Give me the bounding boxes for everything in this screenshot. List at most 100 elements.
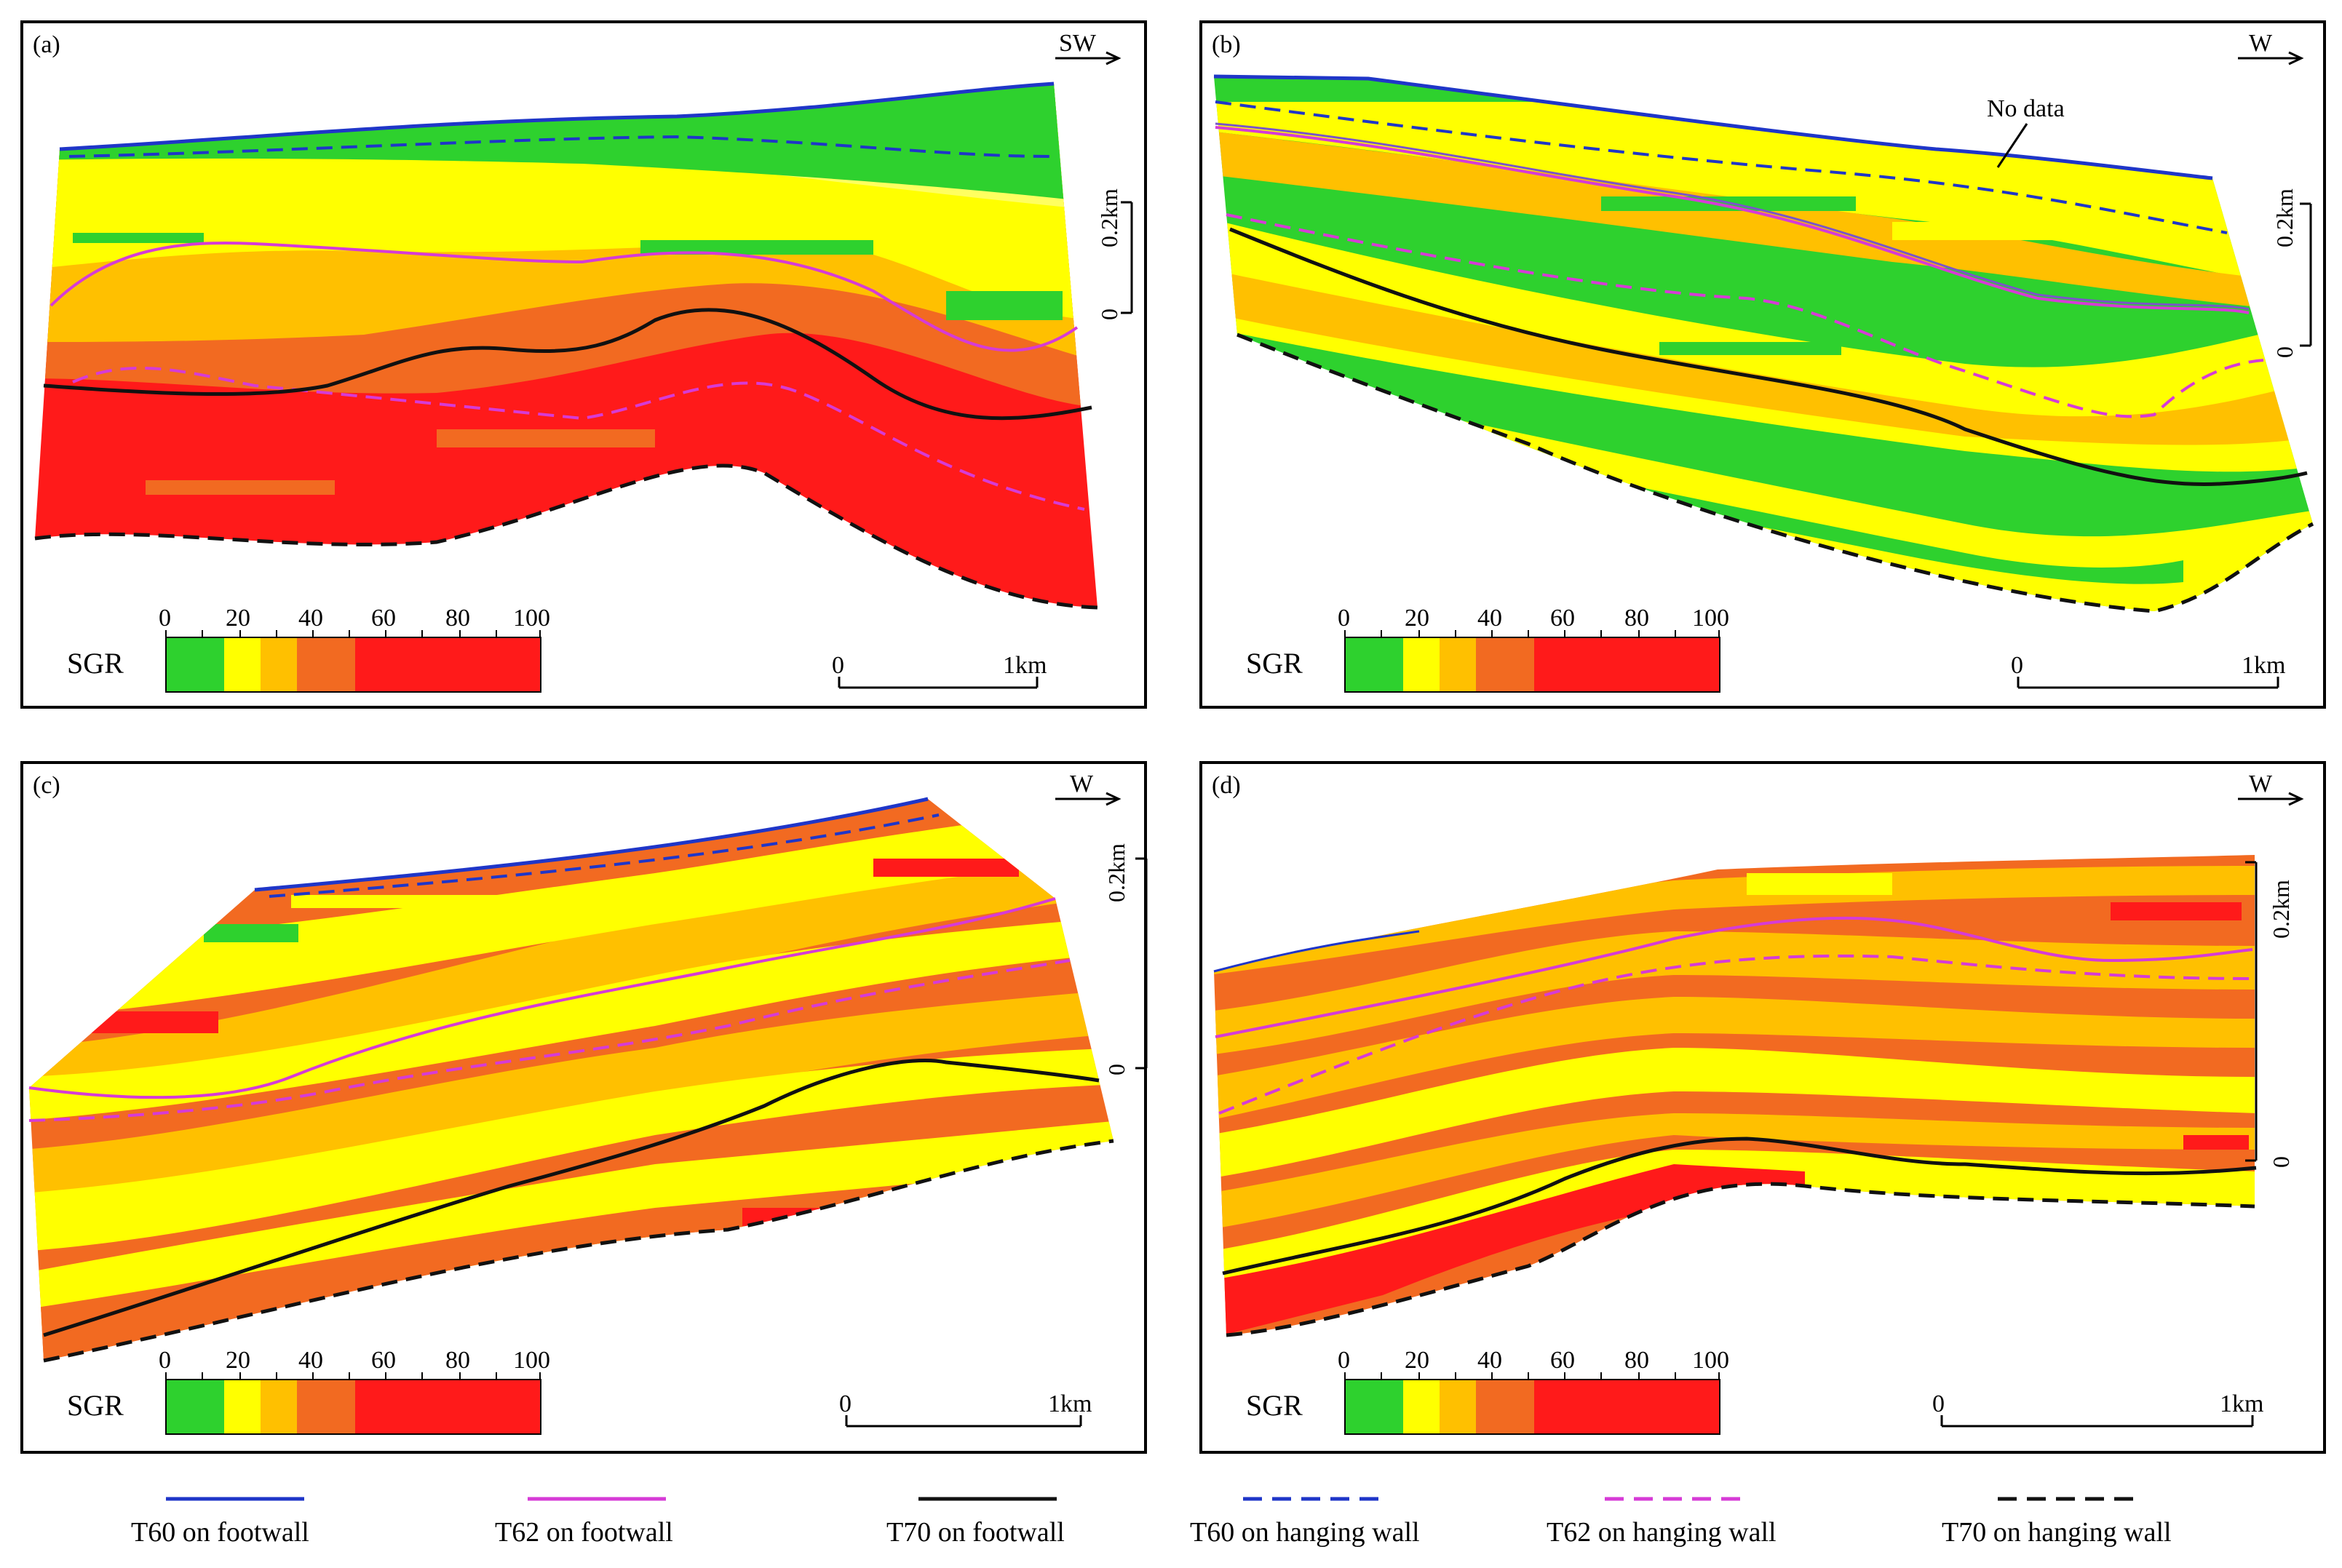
t60-hangingwall-line [269, 813, 940, 898]
vscale-zero-label: 0 [2271, 346, 2298, 358]
sgr-tick: 20 [226, 1347, 250, 1374]
sgr-tick: 0 [159, 605, 171, 632]
t70-hangingwall-line [34, 463, 1098, 610]
sgr-tick: 60 [1550, 1347, 1575, 1374]
t60-hangingwall-line [68, 135, 1052, 158]
legend-item: T70 on footwall [886, 1497, 1065, 1548]
t60-footwall-line [1213, 930, 1420, 973]
no-data-label: No data [1987, 95, 2065, 122]
sgr-tick: 60 [1550, 605, 1575, 632]
sgr-label: SGR [1246, 647, 1303, 680]
seismic-section-d [1214, 855, 2255, 1335]
t62-footwall-line [49, 241, 1079, 352]
direction-label: W [1070, 771, 1094, 797]
direction-arrow: W [1055, 771, 1122, 806]
vertical-scale-d: 0.2km 0 [2245, 861, 2294, 1168]
sgr-tick: 20 [1405, 1347, 1429, 1374]
t62-hangingwall-line [1226, 213, 2264, 418]
panel-c: (c) W 0 [20, 761, 1148, 1454]
panel-a-frame [20, 20, 1147, 709]
sgr-tick: 0 [1338, 1347, 1350, 1374]
horizontal-scale-d: 0 1km [1932, 1390, 2263, 1428]
t62-footwall-line [1215, 126, 2250, 314]
legend-label: T60 on hanging wall [1190, 1517, 1420, 1548]
sgr-tick: 80 [1624, 1347, 1649, 1374]
legend-item: T62 on footwall [495, 1497, 673, 1548]
t70-hangingwall-line [1226, 1182, 2255, 1337]
panel-d: (d) W 0.2km 0 [1199, 761, 2326, 1454]
seismic-section-b [1214, 76, 2313, 611]
t62-footwall-line [28, 897, 1056, 1099]
t70-footwall-line [1222, 1137, 2257, 1276]
sgr-tick: 80 [1624, 605, 1649, 632]
vscale-top-label: 0.2km [1103, 843, 1130, 902]
legend-label: T62 on footwall [495, 1517, 673, 1548]
t62-hangingwall-line [72, 366, 1085, 511]
legend-label: T62 on hanging wall [1547, 1517, 1777, 1548]
hscale-right-label: 1km [1003, 652, 1047, 679]
no-data-callout: No data [1987, 95, 2065, 168]
direction-arrow: SW [1055, 30, 1122, 65]
direction-arrow: W [2238, 30, 2304, 65]
t70-footwall-line [1229, 227, 2308, 486]
hscale-left-label: 0 [2011, 652, 2023, 679]
sgr-tick: 40 [1477, 1347, 1502, 1374]
vertical-scale-a: 0.2km 0 [1096, 188, 1133, 320]
horizontal-scale-b: 0 1km [2011, 652, 2285, 689]
t70-hangingwall-line [1237, 333, 2314, 613]
sgr-label: SGR [67, 1389, 124, 1422]
vscale-top-label: 0.2km [2271, 188, 2298, 247]
sgr-tick: 60 [371, 605, 396, 632]
panel-b: (b) W No data [1199, 20, 2326, 709]
direction-arrow: W [2238, 771, 2304, 806]
panel-a-label: (a) [33, 31, 60, 58]
legend-label: T70 on hanging wall [1942, 1517, 2172, 1548]
t70-footwall-line [43, 1059, 1100, 1337]
legend-label: T60 on footwall [131, 1517, 309, 1548]
sgr-tick: 20 [226, 605, 250, 632]
vertical-scale-c: 0.2km 0 [1103, 843, 1148, 1075]
direction-label: W [2249, 30, 2273, 57]
panel-d-label: (d) [1212, 772, 1241, 799]
legend-item: T70 on hanging wall [1942, 1497, 2172, 1548]
sgr-tick: 100 [513, 605, 550, 632]
sgr-label: SGR [1246, 1389, 1303, 1422]
vertical-scale-b: 0.2km 0 [2271, 188, 2312, 358]
hscale-left-label: 0 [1932, 1390, 1945, 1417]
direction-label: SW [1059, 30, 1097, 57]
vscale-zero-label: 0 [1096, 309, 1122, 320]
t60-hangingwall-line [1215, 100, 2228, 234]
hscale-left-label: 0 [832, 652, 844, 679]
t62-footwall-line [1215, 916, 2253, 1038]
sgr-tick: 100 [513, 1347, 550, 1374]
sgr-tick: 40 [1477, 605, 1502, 632]
legend-label: T70 on footwall [886, 1517, 1065, 1548]
sgr-colorbar-d: SGR 0 20 40 60 80 100 [1246, 1347, 1729, 1435]
sgr-tick: 0 [159, 1347, 171, 1374]
vscale-zero-label: 0 [2268, 1156, 2294, 1168]
panel-c-frame [20, 761, 1147, 1454]
sgr-tick: 60 [371, 1347, 396, 1374]
sgr-tick: 40 [298, 1347, 323, 1374]
sgr-colorbar-b: SGR 0 20 40 60 80 100 [1246, 605, 1729, 693]
sgr-tick: 80 [445, 1347, 470, 1374]
hscale-left-label: 0 [839, 1390, 852, 1417]
vscale-zero-label: 0 [1103, 1064, 1130, 1075]
sgr-tick: 100 [1692, 1347, 1729, 1374]
t60-footwall-line [59, 81, 1055, 151]
horizontal-scale-c: 0 1km [839, 1390, 1092, 1428]
sgr-tick: 100 [1692, 605, 1729, 632]
hscale-right-label: 1km [1048, 1390, 1092, 1417]
panel-c-label: (c) [33, 772, 60, 799]
sgr-colorbar-a: SGR 0 20 40 60 80 100 [67, 605, 550, 693]
sgr-tick: 40 [298, 605, 323, 632]
legend-item: T60 on footwall [131, 1497, 309, 1548]
hscale-right-label: 1km [2220, 1390, 2263, 1417]
panel-b-frame [1199, 20, 2326, 709]
panel-d-frame [1199, 761, 2326, 1454]
t60-footwall-line [1213, 74, 2213, 180]
sgr-tick: 0 [1338, 605, 1350, 632]
panel-a: (a) SW [20, 20, 1147, 709]
panel-b-label: (b) [1212, 31, 1241, 58]
vscale-top-label: 0.2km [1096, 188, 1122, 247]
